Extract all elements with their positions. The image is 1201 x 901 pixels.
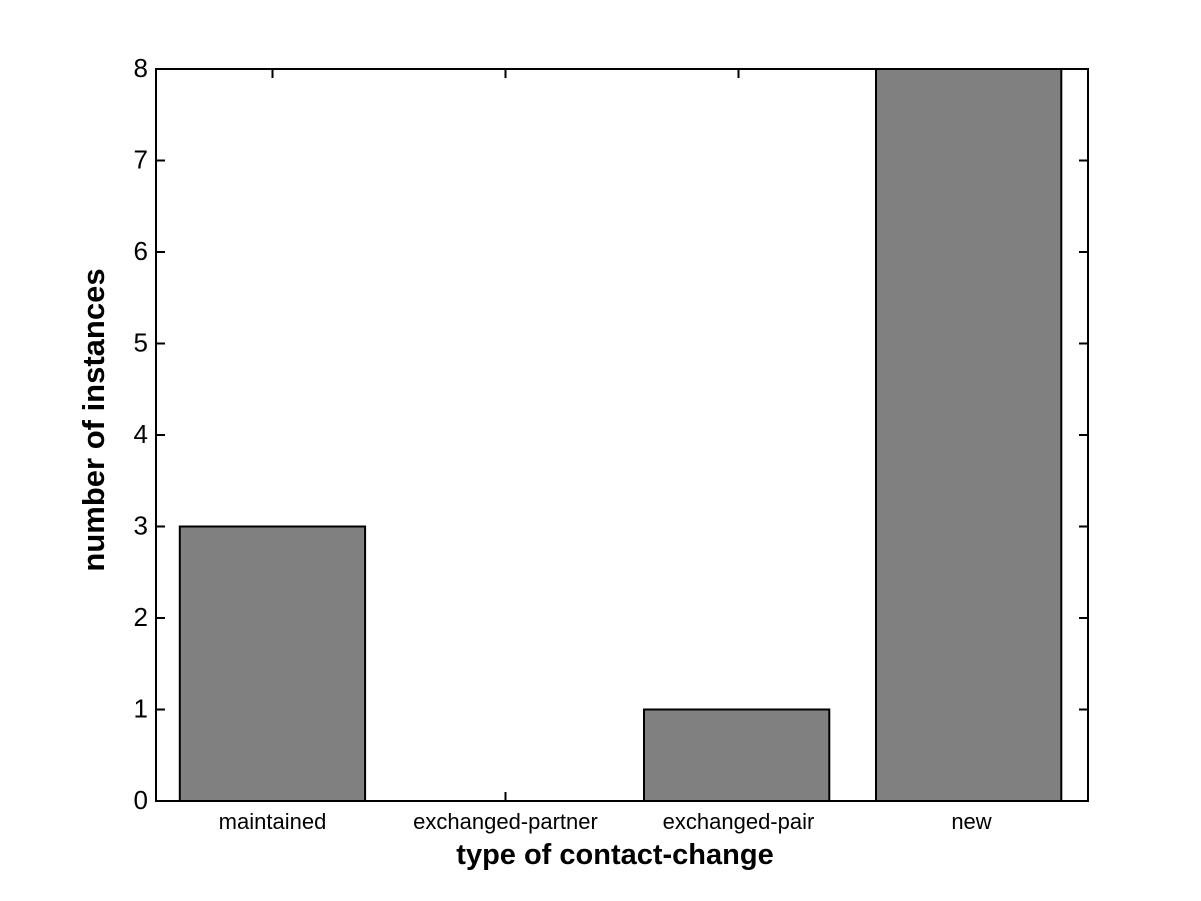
svg-text:3: 3 [134,511,148,541]
svg-text:maintained: maintained [219,809,327,834]
svg-text:6: 6 [134,236,148,266]
svg-text:number of instances: number of instances [76,268,111,571]
svg-text:exchanged-partner: exchanged-partner [413,809,598,834]
svg-text:8: 8 [134,53,148,83]
svg-text:0: 0 [134,785,148,815]
svg-text:5: 5 [134,328,148,358]
svg-text:4: 4 [134,419,148,449]
svg-text:7: 7 [134,145,148,175]
svg-text:type of contact-change: type of contact-change [456,839,773,871]
svg-text:2: 2 [134,602,148,632]
svg-text:exchanged-pair: exchanged-pair [663,809,815,834]
svg-text:new: new [951,809,991,834]
svg-text:1: 1 [134,694,148,724]
